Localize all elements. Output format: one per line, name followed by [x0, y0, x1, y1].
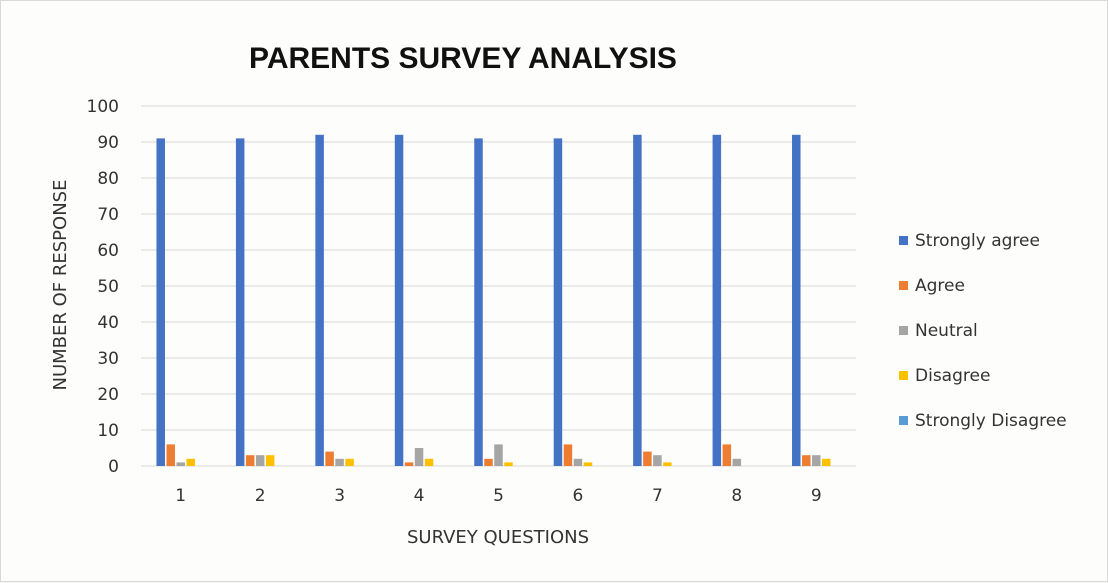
bar-disagree-q7: [663, 462, 672, 466]
legend-swatch: [899, 281, 908, 290]
bar-neutral-q5: [494, 444, 503, 466]
bar-agree-q2: [245, 455, 255, 466]
bar-neutral-q9: [812, 455, 821, 466]
bar-strongly-agree-q3: [315, 134, 324, 467]
bar-disagree-q9: [822, 458, 831, 466]
x-tick-label: 7: [652, 486, 663, 506]
bar-disagree-q1: [186, 458, 195, 466]
x-tick-label: 3: [334, 486, 345, 506]
bar-strongly-agree-q7: [633, 134, 642, 467]
gridlines: [141, 105, 856, 467]
legend-entry: Disagree: [915, 366, 990, 386]
y-tick-label: 100: [87, 97, 119, 117]
bar-strongly-agree-q9: [792, 134, 801, 467]
bar-neutral-q2: [255, 455, 265, 466]
x-tick-label: 8: [731, 486, 742, 506]
x-tick-label: 4: [414, 486, 425, 506]
y-tick-label: 10: [97, 421, 119, 441]
bar-neutral-q3: [335, 458, 344, 466]
bar-agree-q9: [802, 455, 811, 466]
bar-agree-q3: [325, 451, 334, 466]
y-tick-label: 80: [97, 169, 119, 189]
x-tick-label: 2: [255, 486, 266, 506]
legend-entry: Agree: [915, 276, 965, 296]
bar-agree-q5: [484, 458, 493, 466]
chart-title: PARENTS SURVEY ANALYSIS: [249, 42, 677, 75]
y-tick-label: 30: [97, 349, 119, 369]
x-tick-label: 9: [811, 486, 822, 506]
bar-disagree-q6: [583, 462, 593, 466]
y-axis-label: NUMBER OF RESPONSE: [50, 180, 71, 391]
bars: [156, 134, 831, 467]
bar-neutral-q7: [653, 455, 662, 466]
bar-neutral-q6: [573, 458, 583, 466]
bar-agree-q6: [563, 444, 573, 466]
y-tick-label: 40: [97, 313, 119, 333]
y-axis-ticks: 0 10 20 30 40 50 60 70 80 90 100: [87, 97, 119, 477]
bar-neutral-q4: [414, 448, 424, 466]
x-tick-label: 1: [175, 486, 186, 506]
y-tick-label: 70: [97, 205, 119, 225]
y-tick-label: 60: [97, 241, 119, 261]
bar-agree-q4: [404, 462, 414, 466]
bar-disagree-q5: [504, 462, 513, 466]
legend-entry: Strongly agree: [915, 231, 1040, 251]
legend-swatch: [899, 416, 908, 425]
bar-strongly-agree-q2: [235, 138, 245, 466]
legend-swatch: [899, 236, 908, 245]
legend-entry: Strongly Disagree: [915, 411, 1067, 431]
bar-neutral-q8: [732, 458, 742, 466]
bar-disagree-q2: [265, 455, 275, 466]
legend: Strongly agree Agree Neutral Disagree Strong…: [899, 231, 1067, 431]
bar-strongly-agree-q8: [712, 134, 722, 467]
bar-disagree-q4: [424, 458, 434, 466]
y-tick-label: 50: [97, 277, 119, 297]
bar-agree-q1: [166, 444, 175, 466]
bar-neutral-q1: [176, 462, 185, 466]
bar-strongly-agree-q4: [394, 134, 404, 467]
bar-agree-q8: [722, 444, 732, 466]
y-tick-label: 0: [108, 457, 119, 477]
legend-entry: Neutral: [915, 321, 978, 341]
x-tick-label: 5: [493, 486, 504, 506]
bar-disagree-q3: [345, 458, 354, 466]
legend-swatch: [899, 326, 908, 335]
y-tick-label: 90: [97, 133, 119, 153]
bar-agree-q7: [643, 451, 652, 466]
x-axis-label: SURVEY QUESTIONS: [407, 527, 589, 548]
legend-swatch: [899, 371, 908, 380]
bar-strongly-agree-q6: [553, 138, 563, 466]
x-axis-ticks: 1 2 3 4 5 6 7 8 9: [175, 486, 821, 506]
x-tick-label: 6: [573, 486, 584, 506]
y-tick-label: 20: [97, 385, 119, 405]
bar-strongly-agree-q5: [474, 138, 483, 466]
bar-strongly-agree-q1: [156, 138, 165, 466]
